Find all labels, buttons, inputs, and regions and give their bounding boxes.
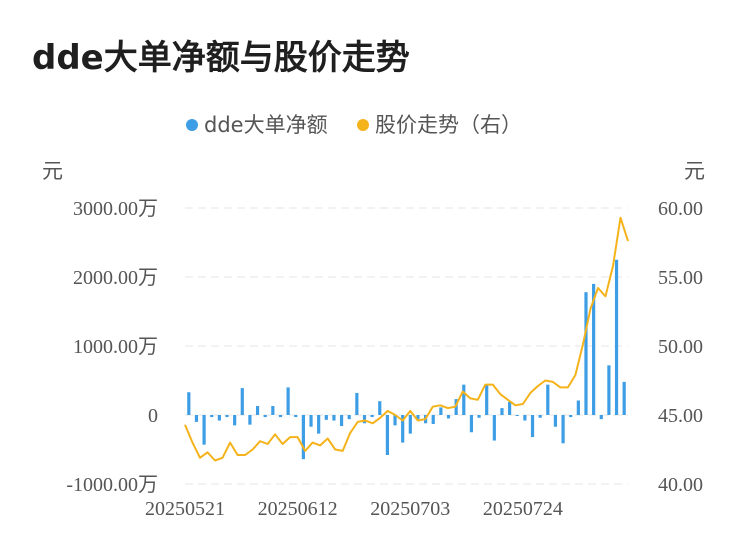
- right-tick-label: 40.00: [658, 474, 703, 496]
- left-tick-label: 2000.00万: [73, 267, 158, 289]
- bar: [225, 415, 229, 418]
- bar: [324, 415, 328, 420]
- bar: [469, 415, 474, 433]
- x-tick-label: 20250612: [258, 498, 338, 520]
- bar: [217, 415, 221, 421]
- bar: [485, 385, 489, 415]
- right-tick-label: 60.00: [658, 198, 703, 220]
- bar: [561, 415, 565, 444]
- bar: [477, 415, 481, 418]
- left-axis-ticks: 3000.00万 2000.00万 1000.00万 0 -1000.00万: [66, 198, 158, 496]
- bar: [393, 415, 397, 426]
- bar: [248, 415, 252, 425]
- left-tick-label: -1000.00万: [66, 474, 158, 496]
- left-tick-label: 0: [148, 405, 158, 427]
- legend-label-bars: dde大单净额: [204, 113, 328, 137]
- left-tick-label: 1000.00万: [73, 336, 158, 358]
- legend-marker-line: [357, 119, 369, 131]
- bar: [210, 415, 214, 418]
- bar: [492, 415, 496, 441]
- bar: [584, 292, 588, 415]
- bar: [576, 400, 580, 415]
- bar: [317, 415, 321, 434]
- page-title: dde大单净额与股价走势: [32, 38, 410, 78]
- legend-marker-bars: [186, 119, 198, 131]
- bar: [439, 407, 443, 415]
- right-axis-unit: 元: [684, 159, 705, 183]
- right-tick-label: 55.00: [658, 267, 703, 289]
- bar: [553, 415, 558, 427]
- bar: [599, 415, 603, 420]
- bar: [286, 387, 290, 415]
- bar: [500, 408, 504, 415]
- line-series: [184, 216, 629, 462]
- bar: [546, 384, 550, 415]
- bar: [515, 415, 519, 416]
- bar: [614, 259, 619, 415]
- bar: [408, 415, 412, 434]
- bar: [278, 415, 283, 418]
- bar: [378, 401, 382, 415]
- bar: [339, 415, 344, 427]
- bar: [194, 415, 199, 422]
- bar: [523, 415, 527, 421]
- bar: [607, 365, 611, 415]
- price-line: [184, 216, 629, 462]
- bar: [301, 415, 305, 460]
- x-tick-label: 20250521: [145, 498, 225, 520]
- bar: [622, 381, 626, 415]
- bar: [416, 415, 420, 420]
- bar: [187, 392, 191, 415]
- bar: [530, 415, 535, 438]
- bar: [332, 415, 336, 421]
- x-axis-ticks: 20250521 20250612 20250703 20250724: [145, 498, 563, 520]
- legend-label-line: 股价走势（右）: [375, 113, 522, 137]
- bar: [462, 384, 466, 415]
- right-tick-label: 45.00: [658, 405, 703, 427]
- bar: [431, 415, 435, 424]
- bar: [569, 415, 573, 418]
- x-tick-label: 20250703: [370, 498, 450, 520]
- bar: [347, 415, 351, 420]
- right-axis-ticks: 60.00 55.00 50.00 45.00 40.00: [658, 198, 703, 496]
- bar: [362, 415, 367, 424]
- left-axis-unit: 元: [42, 159, 63, 183]
- bar: [538, 415, 542, 418]
- bar-series: [187, 259, 626, 460]
- bar: [355, 392, 359, 415]
- legend: dde大单净额 股价走势（右）: [186, 113, 522, 137]
- bar: [202, 415, 206, 445]
- left-tick-label: 3000.00万: [73, 198, 158, 220]
- bar: [263, 415, 267, 418]
- bar: [592, 283, 596, 415]
- bar: [309, 415, 313, 427]
- bar: [240, 388, 244, 415]
- bar: [370, 415, 374, 418]
- x-tick-label: 20250724: [483, 498, 563, 520]
- bar: [401, 415, 405, 443]
- bar: [255, 406, 260, 415]
- bar: [233, 415, 237, 426]
- bar: [446, 415, 451, 419]
- bar: [271, 406, 275, 415]
- bar: [385, 415, 390, 456]
- bar: [294, 415, 298, 418]
- right-tick-label: 50.00: [658, 336, 703, 358]
- bar: [508, 401, 512, 415]
